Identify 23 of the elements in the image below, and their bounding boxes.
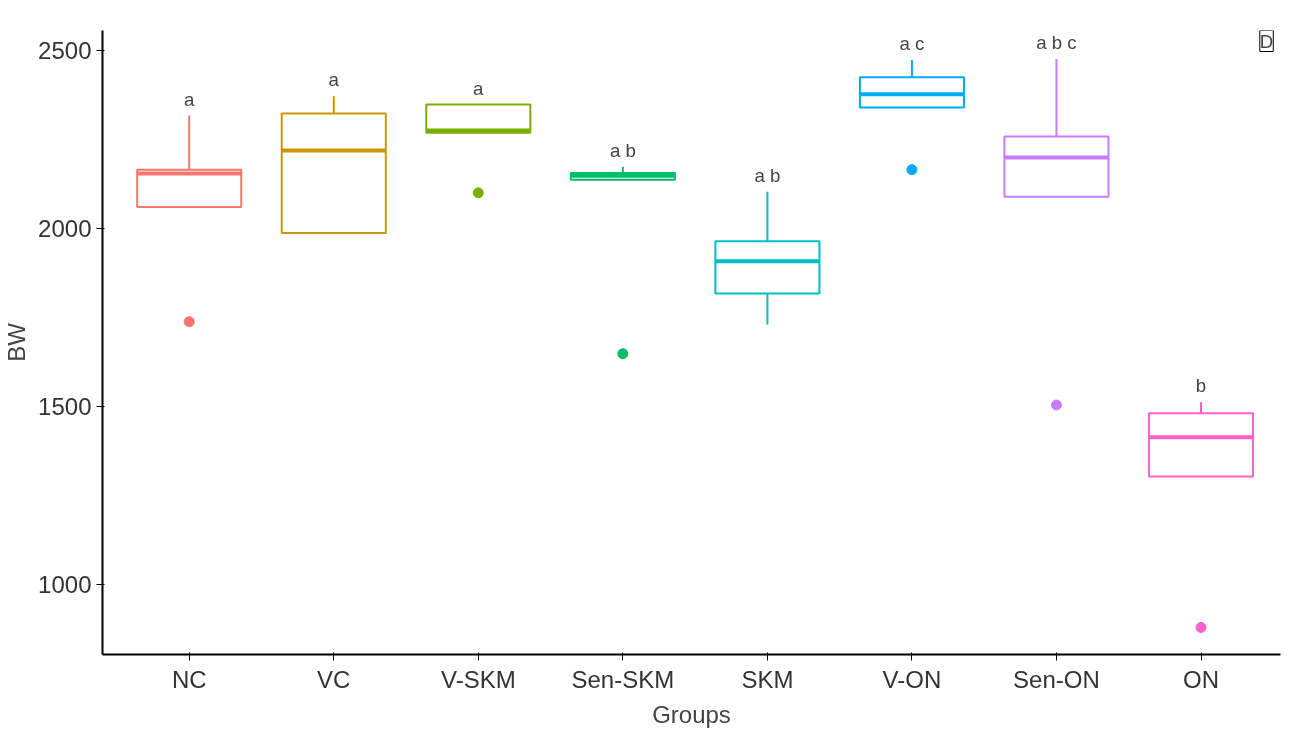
annotation: b xyxy=(1195,375,1207,397)
y-tick-label: 2000 xyxy=(38,214,92,242)
annotation: D xyxy=(1259,30,1274,52)
y-tick-label: 2500 xyxy=(38,36,92,64)
annotation: a b c xyxy=(1036,31,1077,53)
x-tick-label: SKM xyxy=(741,665,794,693)
y-tick-label: 1500 xyxy=(38,392,92,420)
y-axis-title: BW xyxy=(3,322,31,362)
x-tick-label: V-SKM xyxy=(440,665,516,693)
x-tick-label: NC xyxy=(171,665,207,693)
annotation: a c xyxy=(899,33,925,55)
annotation: a xyxy=(328,69,340,91)
annotation: a b xyxy=(754,164,781,186)
x-tick-label: V-ON xyxy=(882,665,942,693)
annotation: a xyxy=(473,77,485,99)
x-tick-label: ON xyxy=(1183,665,1219,693)
x-tick-label: Sen-ON xyxy=(1013,665,1100,693)
x-axis-title: Groups xyxy=(652,700,731,728)
x-tick-label: VC xyxy=(317,665,351,693)
annotation: a b xyxy=(609,139,636,161)
x-tick-label: Sen-SKM xyxy=(571,665,675,693)
annotation: a xyxy=(184,88,196,110)
y-tick-label: 1000 xyxy=(38,570,92,598)
